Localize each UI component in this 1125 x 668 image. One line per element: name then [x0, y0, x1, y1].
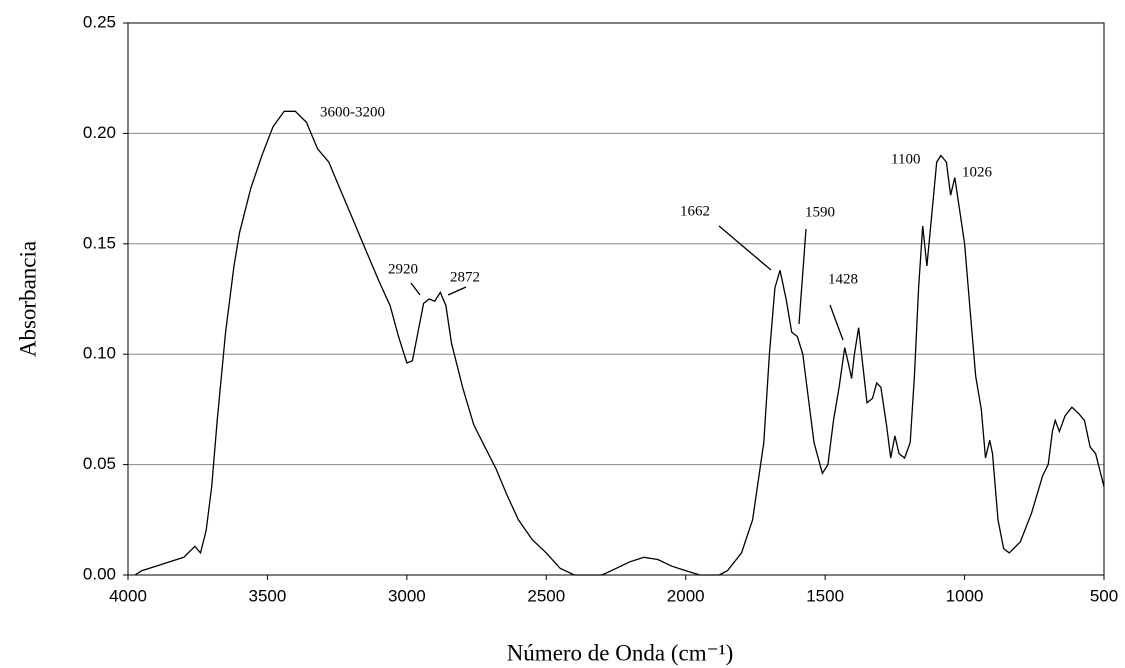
x-tick-label: 4000 — [109, 586, 147, 605]
x-axis-title: Número de Onda (cm⁻¹) — [507, 640, 734, 665]
x-tick-label: 2000 — [667, 586, 705, 605]
x-tick-label: 3000 — [388, 586, 426, 605]
x-tick-label: 1000 — [946, 586, 984, 605]
annotation-leader — [829, 304, 844, 341]
annotation: 1428 — [828, 271, 858, 287]
annotation: 1590 — [805, 204, 835, 220]
plot-frame — [127, 22, 1105, 576]
annotation: 2872 — [450, 269, 480, 285]
annotation: 2920 — [388, 261, 418, 277]
annotation-leader — [410, 282, 421, 296]
y-tick-label: 0.05 — [83, 454, 116, 473]
y-tick-label: 0.20 — [83, 123, 116, 142]
x-tick-label: 3500 — [249, 586, 287, 605]
annotation-leader — [447, 286, 467, 296]
annotation: 1100 — [891, 151, 920, 167]
annotation: 1662 — [680, 203, 710, 219]
y-axis-title: Absorbancia — [15, 241, 40, 357]
y-tick-label: 0.00 — [83, 564, 116, 583]
y-tick-label: 0.10 — [83, 344, 116, 363]
x-tick-label: 1500 — [806, 586, 844, 605]
annotation: 3600-3200 — [320, 104, 385, 120]
x-tick-label: 500 — [1090, 586, 1118, 605]
x-tick-label: 2500 — [527, 586, 565, 605]
y-tick-label: 0.25 — [83, 12, 116, 31]
annotation: 1026 — [962, 164, 993, 180]
annotation-leader — [718, 225, 772, 271]
y-tick-label: 0.15 — [83, 233, 116, 252]
annotation-leader — [798, 228, 807, 325]
spectrum-line — [134, 110, 1105, 576]
